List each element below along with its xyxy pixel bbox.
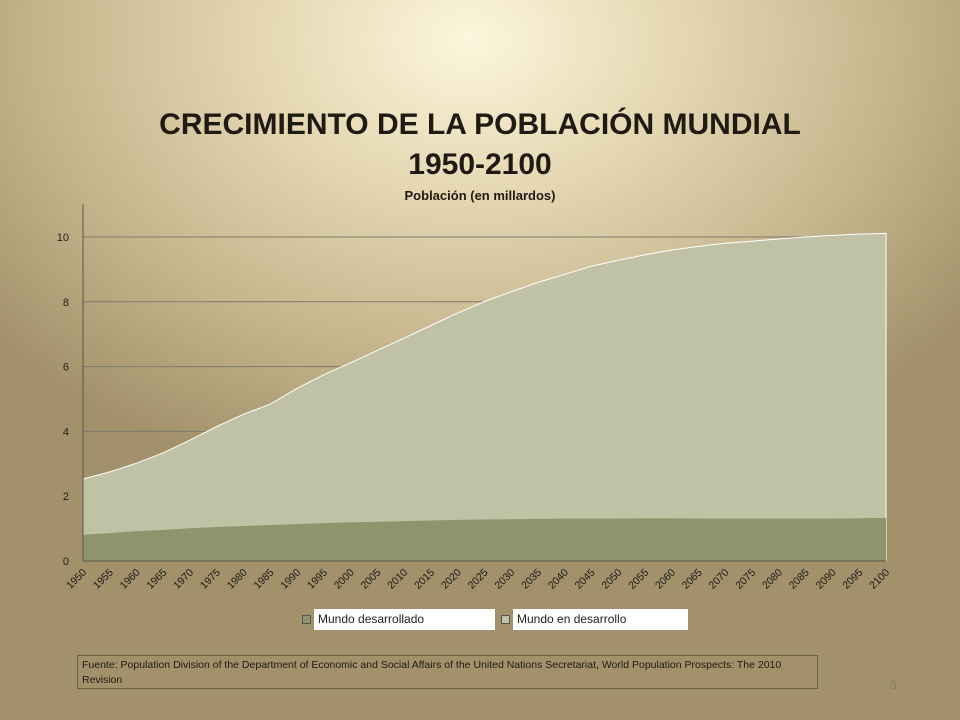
x-tick-label: 2075: [733, 567, 758, 592]
y-tick-label: 0: [63, 556, 69, 568]
x-tick-label: 1960: [118, 567, 143, 592]
slide-number: 3: [890, 678, 897, 692]
x-tick-label: 1995: [305, 567, 330, 592]
x-tick-label: 2090: [814, 567, 839, 592]
x-tick-label: 1975: [198, 567, 223, 592]
x-tick-labels: 1950 1955 1960 1965 1970 1975 1980 1985 1990 1995…: [64, 567, 892, 592]
area-developed-world: [83, 517, 886, 561]
legend-swatch-developing: [501, 615, 510, 624]
axes: [82, 204, 886, 562]
x-tick-label: 2055: [626, 567, 651, 592]
x-tick-label: 2070: [707, 567, 732, 592]
x-tick-label: 1950: [64, 567, 89, 592]
x-tick-label: 2045: [573, 567, 598, 592]
x-tick-label: 2025: [466, 567, 491, 592]
x-tick-label: 2005: [359, 567, 384, 592]
x-tick-label: 2015: [412, 567, 437, 592]
x-tick-label: 2085: [787, 567, 812, 592]
y-tick-label: 6: [63, 362, 69, 374]
source-note: Fuente: Population Division of the Depar…: [77, 655, 818, 689]
chart-subtitle: Población (en millardos): [404, 188, 556, 203]
legend-entry-developing: Mundo en desarrollo: [513, 609, 688, 630]
y-tick-label: 2: [63, 491, 69, 503]
x-tick-label: 2030: [492, 567, 517, 592]
area-developing-world: [82, 232, 887, 562]
area-series: [82, 232, 887, 562]
x-tick-label: 2020: [439, 567, 464, 592]
x-tick-label: 1965: [144, 567, 169, 592]
x-tick-label: 2100: [867, 567, 892, 592]
x-tick-label: 1990: [278, 567, 303, 592]
legend-entry-developed: Mundo desarrollado: [314, 609, 495, 630]
x-tick-label: 2095: [840, 567, 865, 592]
x-tick-label: 2000: [332, 567, 357, 592]
x-tick-label: 2035: [519, 567, 544, 592]
x-tick-label: 2060: [653, 567, 678, 592]
x-tick-label: 2040: [546, 567, 571, 592]
x-tick-label: 2010: [385, 567, 410, 592]
x-tick-label: 1985: [251, 567, 276, 592]
y-tick-labels: 0 2 4 6 8 10: [57, 232, 69, 568]
chart-title: CRECIMIENTO DE LA POBLACIÓN MUNDIAL: [159, 108, 801, 141]
x-tick-label: 2050: [599, 567, 624, 592]
y-tick-label: 10: [57, 232, 69, 244]
chart-title-years: 1950-2100: [408, 148, 552, 181]
legend-swatch-developed: [302, 615, 311, 624]
y-tick-label: 8: [63, 297, 69, 309]
y-tick-label: 4: [63, 426, 69, 438]
x-tick-label: 2065: [680, 567, 705, 592]
x-tick-label: 1970: [171, 567, 196, 592]
x-tick-label: 2080: [760, 567, 785, 592]
x-tick-label: 1980: [225, 567, 250, 592]
x-tick-label: 1955: [91, 567, 116, 592]
